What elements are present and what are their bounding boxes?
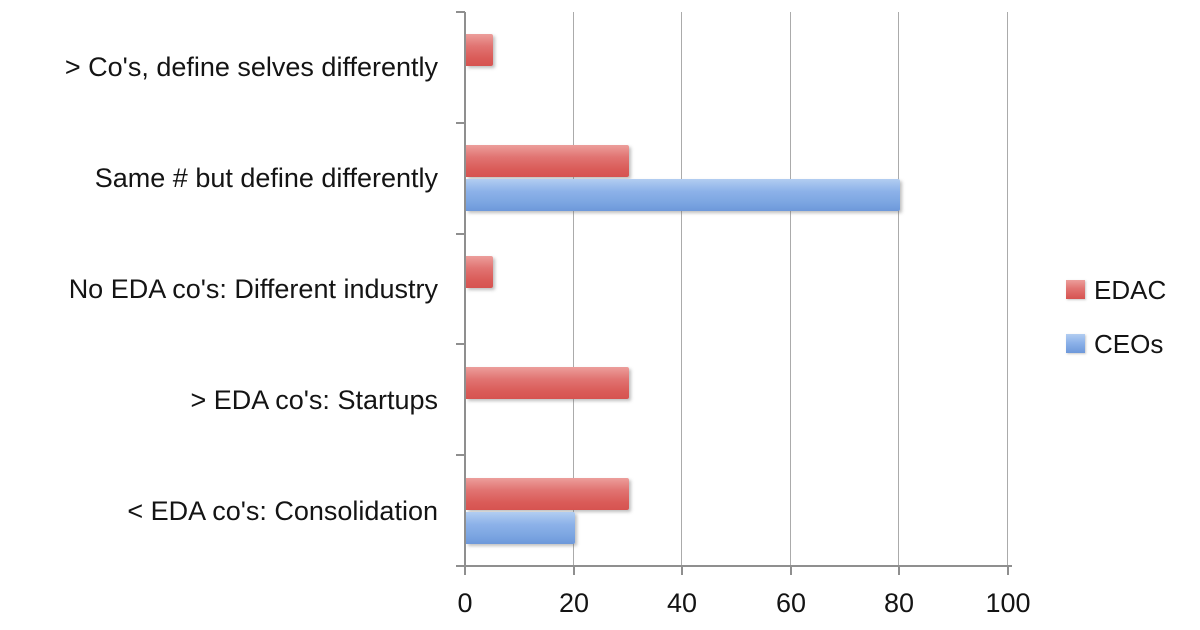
x-tick-0 (464, 566, 466, 575)
gridline-100 (1007, 12, 1008, 566)
gridline-20 (572, 12, 574, 566)
x-tick-label: 20 (558, 588, 590, 618)
x-tick-label: 60 (775, 588, 807, 618)
bar-edac-row-3 (466, 256, 493, 288)
category-tick (456, 122, 465, 124)
gridline-60 (789, 12, 791, 566)
category-tick (456, 11, 465, 13)
x-tick-label: 100 (985, 588, 1031, 618)
bar-ceos-row-2 (466, 179, 900, 211)
y-axis-line (464, 12, 466, 575)
x-tick-label: 80 (883, 588, 915, 618)
category-label: > Co's, define selves differently (64, 52, 438, 82)
x-axis-line (456, 565, 1012, 567)
bar-edac-row-4 (466, 367, 629, 399)
x-tick-20 (572, 566, 575, 575)
legend-swatch-ceos-icon (1066, 334, 1085, 353)
bar-edac-row-1 (466, 34, 493, 66)
category-tick (456, 233, 465, 235)
category-tick (456, 343, 465, 345)
x-tick-label: 40 (666, 588, 698, 618)
legend-swatch-edac-icon (1066, 280, 1085, 299)
category-label: Same # but define differently (94, 163, 438, 193)
bar-ceos-row-5 (466, 512, 575, 544)
gridline-80 (898, 12, 900, 566)
legend-label-ceos: CEOs (1094, 329, 1164, 359)
x-tick-80 (898, 566, 901, 575)
category-label: > EDA co's: Startups (190, 385, 438, 415)
x-tick-40 (681, 566, 684, 575)
x-tick-60 (789, 566, 792, 575)
legend-label-edac: EDAC (1094, 275, 1167, 305)
category-label: < EDA co's: Consolidation (127, 496, 438, 526)
x-tick-100 (1007, 566, 1009, 575)
category-label: No EDA co's: Different industry (68, 274, 438, 304)
x-tick-label: 0 (457, 588, 473, 618)
gridline-40 (681, 12, 683, 566)
bar-edac-row-2 (466, 145, 629, 177)
bar-edac-row-5 (466, 478, 629, 510)
category-tick (456, 454, 465, 456)
